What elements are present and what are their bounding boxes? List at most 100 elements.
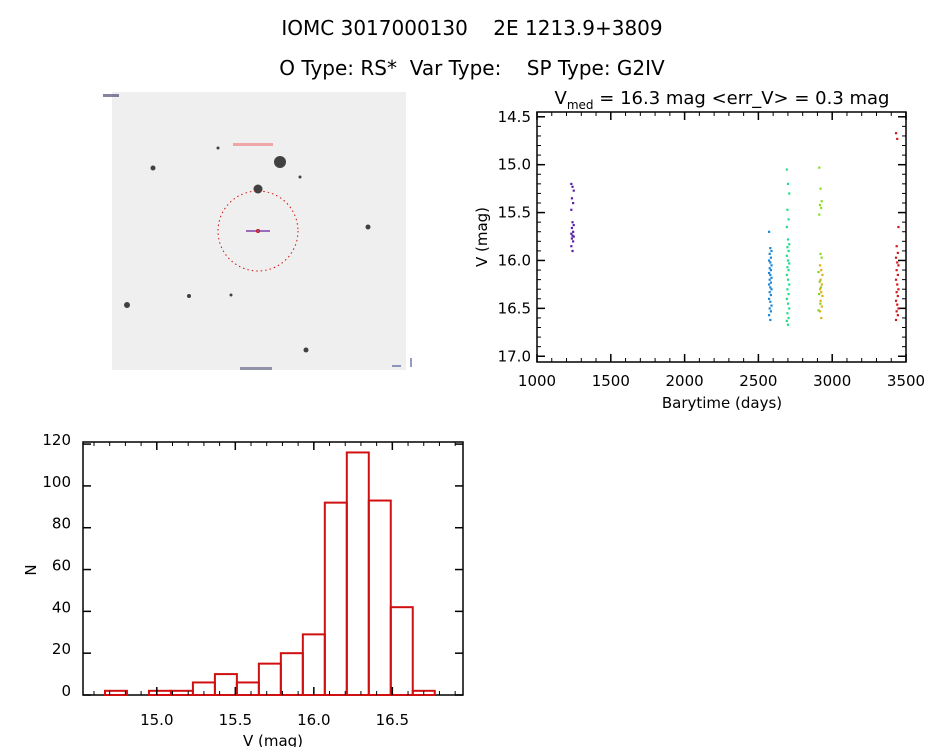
data-point [572,235,575,238]
aperture-circle [217,190,299,272]
data-point [786,246,789,249]
data-point [770,304,773,307]
star [303,347,309,353]
x-tick-label: 16.0 [297,711,330,729]
data-point [785,319,788,323]
data-point [769,318,772,322]
light-curve-plot: Vmed = 16.3 mag <err_V> = 0.3 mag 1000 15… [473,88,925,412]
data-point [787,292,790,296]
y-tick-label: 120 [42,431,71,449]
data-point [896,273,899,277]
data-point [570,182,573,186]
data-point [820,291,823,294]
data-point [768,307,771,310]
star [274,156,286,168]
data-point [571,221,574,224]
data-point [787,218,790,221]
data-point [896,283,899,286]
data-point [820,316,823,320]
x-tick-label: 15.0 [140,711,173,729]
x-tick-label: 15.5 [219,711,252,729]
star [124,302,130,308]
x-tick-label: 3000 [813,372,851,390]
data-point [786,238,790,241]
data-point [572,230,575,233]
data-point [818,213,821,216]
data-point [819,252,822,255]
data-point [819,299,822,302]
y-tick-label: 16.0 [498,251,531,269]
data-point [572,189,575,192]
data-point [894,256,898,259]
data-point [786,302,790,305]
data-point [896,314,899,317]
y-tick-label: 16.5 [498,299,531,317]
y-tick-label: 80 [52,515,71,533]
histogram-bar [301,633,326,697]
image-label-red [233,143,273,146]
data-point [770,276,773,279]
histogram-bar [389,606,414,697]
y-tick-label: 20 [52,640,71,658]
data-point [817,309,820,312]
data-point [769,293,773,297]
data-point [770,249,773,253]
data-point [570,232,573,235]
data-point [786,182,790,186]
data-point [818,166,821,169]
data-point [895,245,898,248]
finding-chart-image [103,92,412,370]
data-point [768,259,771,262]
data-point [820,305,823,308]
data-point [769,273,772,277]
histogram-bar [279,652,304,697]
data-point [570,245,573,248]
data-point [819,206,823,209]
data-point [786,208,789,211]
data-point [821,273,824,277]
data-point [786,278,790,281]
hist-ylabel: N [22,564,40,575]
data-point [788,243,791,246]
data-point [788,307,791,310]
data-point [897,288,900,291]
star [253,184,263,194]
data-point [788,192,791,195]
data-point [570,226,574,230]
data-point [768,314,771,317]
data-point [896,294,899,298]
data-point [897,264,900,267]
data-point [786,288,789,291]
data-point [894,318,898,322]
image-label-corner [103,94,119,97]
data-point [896,137,899,141]
y-tick-label: 15.5 [498,204,531,222]
data-point [786,259,790,262]
data-point [770,264,773,267]
hist-xlabel: V (mag) [243,732,303,747]
data-point [785,254,788,257]
data-point [818,264,822,267]
scatter-xlabel: Barytime (days) [662,394,782,412]
x-tick-label: 16.5 [376,711,409,729]
data-point [769,310,773,313]
data-point [786,323,790,326]
data-point [769,300,772,303]
data-point [894,278,898,281]
data-point [819,286,823,289]
data-point [819,187,822,190]
data-point [895,291,898,294]
data-point [768,271,771,275]
data-point [768,230,771,233]
data-point [820,269,823,272]
data-point [571,185,574,188]
data-point [785,273,788,277]
y-tick-label: 40 [52,598,71,616]
data-point [785,225,788,229]
data-point [768,283,771,286]
x-tick-label: 1500 [592,372,630,390]
scatter-frame [536,111,907,363]
data-point [895,310,898,313]
